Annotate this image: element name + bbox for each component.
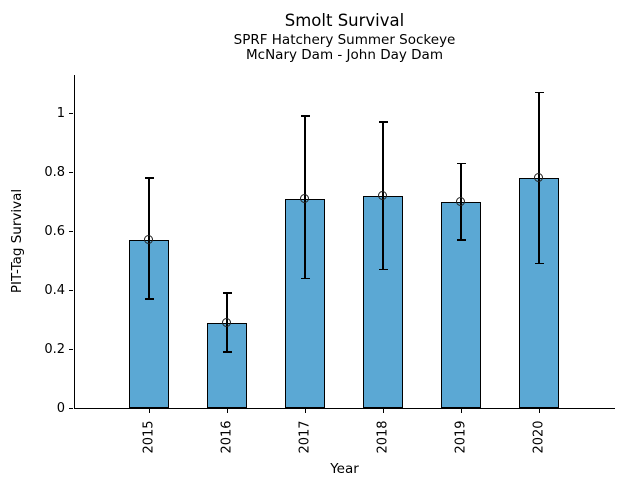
error-cap-top-2015 [144,177,154,179]
error-cap-bottom-2018 [378,268,388,271]
y-tick-label: 0.6 [44,223,65,239]
error-cap-bottom-2020 [534,262,544,265]
error-cap-bottom-2017 [300,277,310,280]
chart-title: Smolt Survival [284,11,405,30]
bar-2019 [441,201,481,408]
x-tick-label-2019: 2019 [453,420,469,454]
y-tick-label: 0 [56,400,65,416]
error-cap-top-2019 [456,162,466,165]
error-cap-bottom-2019 [456,239,466,241]
y-tick-label: 0.4 [44,282,65,298]
x-tick-label-2018: 2018 [375,420,391,454]
point-marker-2019 [456,196,466,206]
y-axis-spine [74,75,75,409]
plot-area: 0 0.2 0.4 0.6 0.8 1 2015 2016 2017 2018 2019 2020 [44,75,615,454]
x-tick-mark [460,409,462,413]
y-tick-mark [69,407,73,409]
x-axis-spine [74,408,615,409]
y-tick-label: 0.2 [44,341,65,357]
point-marker-2016 [222,317,232,327]
x-axis-label: Year [330,461,359,477]
chart-subtitle-line1: SPRF Hatchery Summer Sockeye [233,31,456,48]
error-cap-top-2020 [534,91,544,94]
x-tick-label-2020: 2020 [531,420,547,454]
x-tick-label-2017: 2017 [297,420,313,454]
x-tick-mark [382,409,384,413]
y-tick-mark [69,171,73,173]
chart-header: Smolt Survival SPRF Hatchery Summer Sock… [74,11,615,64]
error-cap-bottom-2015 [144,298,154,300]
y-tick-mark [69,230,73,232]
x-tick-mark [304,409,306,413]
error-cap-bottom-2016 [222,351,232,353]
point-marker-2015 [144,235,154,245]
y-tick-mark [69,348,73,350]
y-tick-label: 0.8 [44,164,65,180]
error-cap-top-2016 [222,292,232,294]
error-cap-top-2018 [378,121,388,123]
point-marker-2017 [300,193,310,203]
point-marker-2018 [378,191,388,201]
x-tick-mark [538,409,540,413]
x-tick-mark [226,409,228,413]
point-marker-2020 [534,173,544,183]
chart-subtitle-line2: McNary Dam - John Day Dam [246,47,443,64]
error-cap-top-2017 [300,115,310,118]
x-tick-label-2016: 2016 [219,420,235,454]
y-tick-mark [69,289,73,291]
y-axis-label: PIT-Tag Survival [9,188,25,294]
x-tick-mark [148,409,150,413]
y-tick-label: 1 [56,105,65,121]
y-tick-mark [69,112,73,114]
x-tick-label-2015: 2015 [141,420,157,454]
